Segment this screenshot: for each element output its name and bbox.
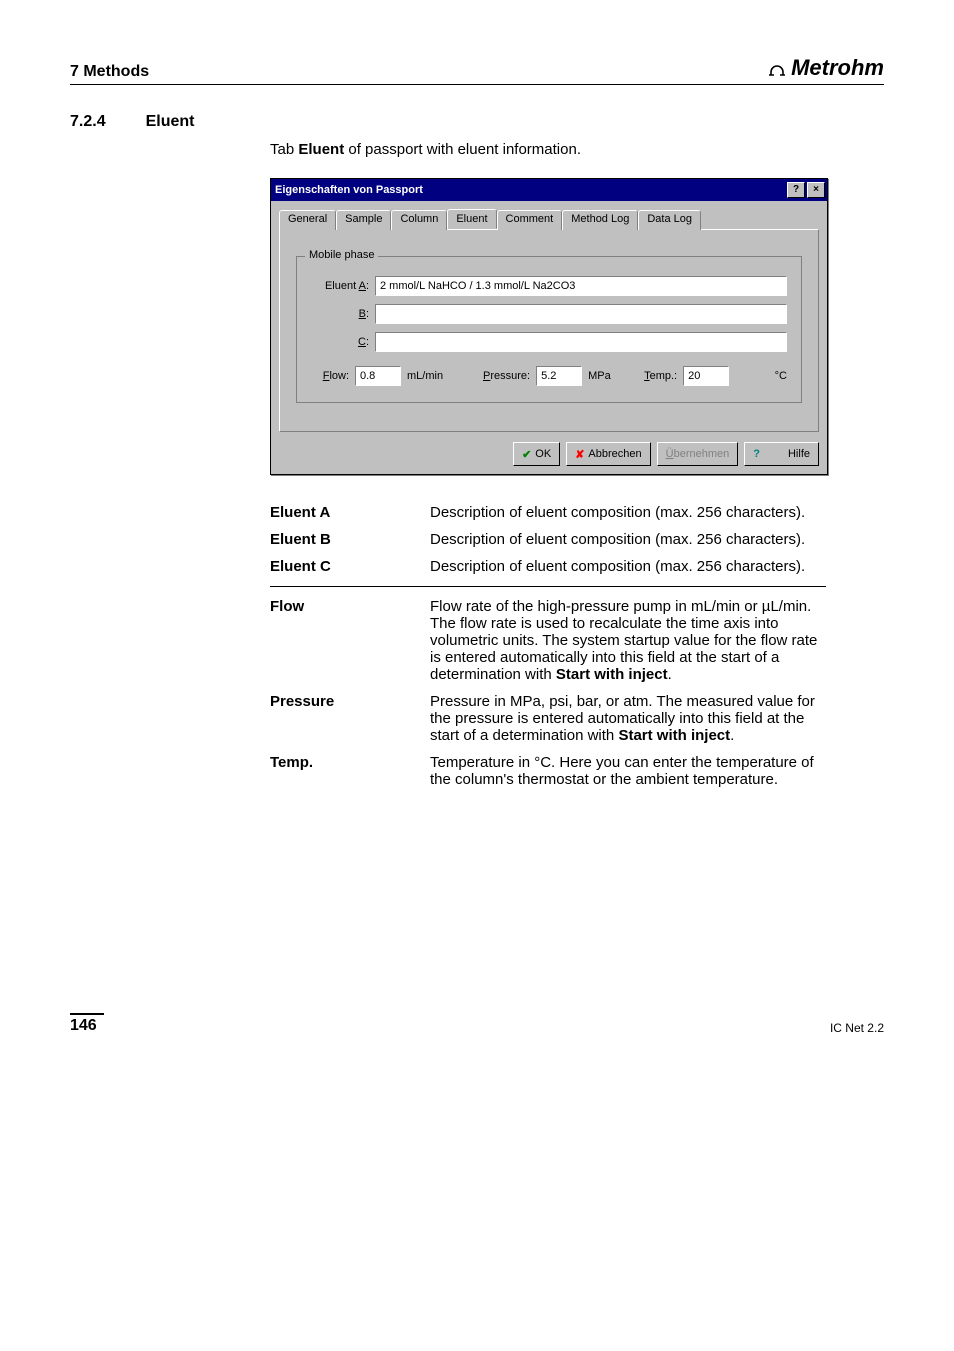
pressure-label: Pressure: xyxy=(483,370,530,382)
def-row: Flow Flow rate of the high-pressure pump… xyxy=(270,593,826,688)
tab-data-log[interactable]: Data Log xyxy=(638,210,701,230)
separator xyxy=(270,586,826,587)
apply-button[interactable]: Übernehmen xyxy=(657,442,739,466)
temp-unit: °C xyxy=(735,370,787,382)
def-desc: Description of eluent composition (max. … xyxy=(430,526,826,553)
question-icon: ? xyxy=(753,448,760,460)
doc-version: IC Net 2.2 xyxy=(830,1021,884,1035)
definitions-table: Eluent A Description of eluent compositi… xyxy=(270,499,826,793)
apply-label: Übernehmen xyxy=(666,448,730,460)
check-icon: ✔ xyxy=(522,448,531,461)
def-term: Flow xyxy=(270,593,430,688)
tab-general[interactable]: General xyxy=(279,210,336,230)
temp-input[interactable]: 20 xyxy=(683,366,729,386)
chapter-title: 7 Methods xyxy=(70,63,149,81)
def-row: Pressure Pressure in MPa, psi, bar, or a… xyxy=(270,688,826,749)
page-number: 146 xyxy=(70,1013,104,1035)
help-button[interactable]: ? Hilfe xyxy=(744,442,819,466)
eluent-a-input[interactable]: 2 mmol/L NaHCO / 1.3 mmol/L Na2CO3 xyxy=(375,276,787,296)
eluent-c-label: C: xyxy=(311,336,369,348)
dialog-title: Eigenschaften von Passport xyxy=(275,184,785,196)
def-desc: Description of eluent composition (max. … xyxy=(430,553,826,580)
def-desc: Flow rate of the high-pressure pump in m… xyxy=(430,593,826,688)
def-row: Temp. Temperature in °C. Here you can en… xyxy=(270,749,826,793)
def-desc: Description of eluent composition (max. … xyxy=(430,499,826,526)
cancel-button[interactable]: ✘Abbrechen xyxy=(566,442,650,466)
eluent-b-input[interactable] xyxy=(375,304,787,324)
def-row: Eluent C Description of eluent compositi… xyxy=(270,553,826,580)
omega-icon xyxy=(767,59,787,77)
def-desc: Pressure in MPa, psi, bar, or atm. The m… xyxy=(430,688,826,749)
def-row: Eluent B Description of eluent compositi… xyxy=(270,526,826,553)
pressure-unit: MPa xyxy=(588,370,638,382)
close-titlebar-button[interactable]: × xyxy=(807,182,825,198)
passport-dialog: Eigenschaften von Passport ? × General S… xyxy=(270,178,828,475)
mobile-phase-group: Mobile phase Eluent A: 2 mmol/L NaHCO / … xyxy=(296,256,802,403)
tab-comment[interactable]: Comment xyxy=(497,210,563,230)
section-number: 7.2.4 xyxy=(70,113,106,131)
eluent-b-label: B: xyxy=(311,308,369,320)
tab-eluent[interactable]: Eluent xyxy=(447,209,496,229)
tab-panel: Mobile phase Eluent A: 2 mmol/L NaHCO / … xyxy=(279,229,819,432)
def-term: Pressure xyxy=(270,688,430,749)
tab-column[interactable]: Column xyxy=(391,210,447,230)
eluent-c-input[interactable] xyxy=(375,332,787,352)
def-term: Eluent C xyxy=(270,553,430,580)
def-desc: Temperature in °C. Here you can enter th… xyxy=(430,749,826,793)
eluent-a-label: Eluent A: xyxy=(311,280,369,292)
brand-logo: Metrohm xyxy=(767,55,884,81)
tab-sample[interactable]: Sample xyxy=(336,210,391,230)
flow-unit: mL/min xyxy=(407,370,477,382)
def-term: Temp. xyxy=(270,749,430,793)
flow-input[interactable]: 0.8 xyxy=(355,366,401,386)
groupbox-title: Mobile phase xyxy=(305,249,378,261)
dialog-titlebar: Eigenschaften von Passport ? × xyxy=(271,179,827,201)
tabstrip: General Sample Column Eluent Comment Met… xyxy=(279,209,819,229)
pressure-input[interactable]: 5.2 xyxy=(536,366,582,386)
def-term: Eluent A xyxy=(270,499,430,526)
x-icon: ✘ xyxy=(575,448,584,461)
tab-method-log[interactable]: Method Log xyxy=(562,210,638,230)
section-title: Eluent xyxy=(146,113,195,131)
def-term: Eluent B xyxy=(270,526,430,553)
temp-label: Temp.: xyxy=(644,370,677,382)
def-row: Eluent A Description of eluent compositi… xyxy=(270,499,826,526)
intro-text: Tab Eluent of passport with eluent infor… xyxy=(270,141,884,158)
ok-button[interactable]: ✔ OK xyxy=(513,442,560,466)
flow-label: Flow: xyxy=(311,370,349,382)
help-titlebar-button[interactable]: ? xyxy=(787,182,805,198)
